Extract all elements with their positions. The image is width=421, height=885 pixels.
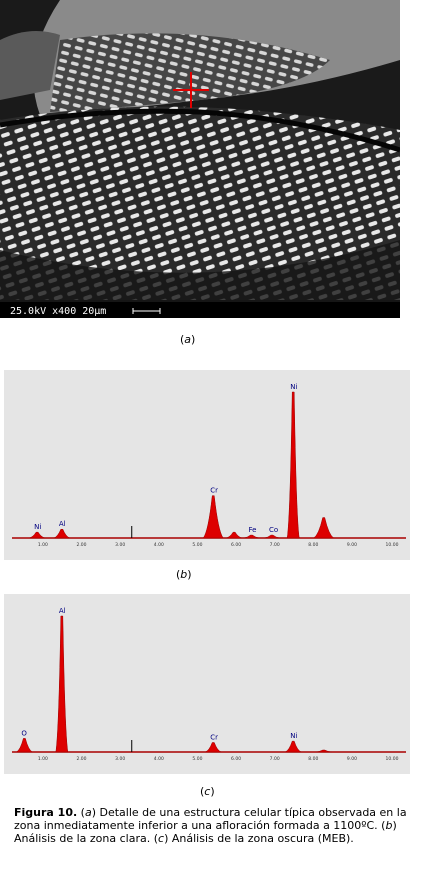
spectrum-peak bbox=[202, 495, 224, 539]
sem-scale-text: 25.0kV x400 20µm bbox=[10, 306, 106, 317]
x-tick-label: 1.00 bbox=[38, 756, 48, 762]
x-tick-label: 8.00 bbox=[308, 542, 318, 548]
spectrum-peak bbox=[312, 517, 335, 539]
spectrum-peak bbox=[226, 531, 243, 539]
spectrum-peak bbox=[55, 615, 69, 753]
panel-a-label: (a) bbox=[180, 333, 196, 346]
peak-label: Ni bbox=[290, 383, 297, 391]
spectrum-peak bbox=[315, 749, 332, 753]
caption-italic-letter: c bbox=[158, 832, 165, 845]
spectrum-peak bbox=[243, 534, 260, 539]
spectrum-peak bbox=[16, 738, 33, 753]
peak-label: Al bbox=[59, 520, 66, 528]
x-tick-label: 2.00 bbox=[77, 542, 87, 548]
x-tick-label: 6.00 bbox=[231, 756, 241, 762]
caption-segment: ) Detalle de una estructura celular típi… bbox=[14, 806, 407, 832]
x-tick-label: 4.00 bbox=[154, 756, 164, 762]
x-tick-label: 3.00 bbox=[115, 756, 125, 762]
spectrum-peak bbox=[53, 528, 70, 539]
caption-text: (a) Detalle de una estructura celular tí… bbox=[14, 806, 407, 845]
peak-label: Fe bbox=[248, 526, 256, 534]
x-tick-label: 6.00 bbox=[231, 542, 241, 548]
plot-background bbox=[4, 594, 410, 774]
caption-italic-letter: a bbox=[84, 806, 92, 819]
x-tick-label: 8.00 bbox=[308, 756, 318, 762]
caption-label: Figura 10. bbox=[14, 806, 78, 819]
x-tick-label: 3.00 bbox=[115, 542, 125, 548]
x-tick-label: 9.00 bbox=[347, 542, 357, 548]
spectrum-peak bbox=[285, 740, 302, 753]
caption-segment: ( bbox=[80, 806, 85, 819]
peak-label: Ni bbox=[34, 523, 41, 531]
spectrum-peak bbox=[286, 391, 300, 539]
peak-label: Co bbox=[269, 526, 278, 534]
spectrum-peak bbox=[263, 534, 280, 539]
panel-c-label: (c) bbox=[200, 785, 215, 798]
panel-b-label: (b) bbox=[176, 568, 192, 581]
spectrum-c: O Al Cr Ni 1.00 2.00 3.00 4.00 5.00 6.00 7.00 8.00 9… bbox=[4, 594, 410, 774]
x-tick-label: 7.00 bbox=[270, 542, 280, 548]
x-tick-label: 5.00 bbox=[192, 542, 202, 548]
spectrum-peak bbox=[29, 531, 46, 539]
caption-italic-letter: b bbox=[385, 819, 393, 832]
figure-caption: Figura 10. (a) Detalle de una estructura… bbox=[14, 806, 409, 845]
spectrum-peak bbox=[205, 742, 222, 753]
caption-segment: ) Análisis de la zona clara. ( bbox=[14, 819, 397, 845]
x-tick-label: 4.00 bbox=[154, 542, 164, 548]
x-tick-label: 9.00 bbox=[347, 756, 357, 762]
x-tick-label: 7.00 bbox=[270, 756, 280, 762]
sem-micrograph: 25.0kV x400 20µm bbox=[0, 0, 400, 318]
caption-segment: ) Análisis de la zona oscura (MEB). bbox=[164, 832, 354, 845]
x-tick-label: 5.00 bbox=[192, 756, 202, 762]
peak-label: Cr bbox=[210, 733, 218, 741]
peak-label: O bbox=[21, 729, 27, 737]
x-tick-label: 10.00 bbox=[386, 542, 399, 548]
peak-label: Ni bbox=[290, 732, 297, 740]
x-tick-label: 2.00 bbox=[77, 756, 87, 762]
analysis-point-marker bbox=[173, 72, 209, 108]
peak-label: Cr bbox=[210, 487, 218, 495]
x-tick-label: 10.00 bbox=[386, 756, 399, 762]
peak-label: Al bbox=[59, 607, 66, 615]
spectrum-b: Ni Al Cr Fe Co Ni 1.00 2.00 3.00 4.00 5.00 6.00 7.00… bbox=[4, 370, 410, 560]
x-tick-label: 1.00 bbox=[38, 542, 48, 548]
